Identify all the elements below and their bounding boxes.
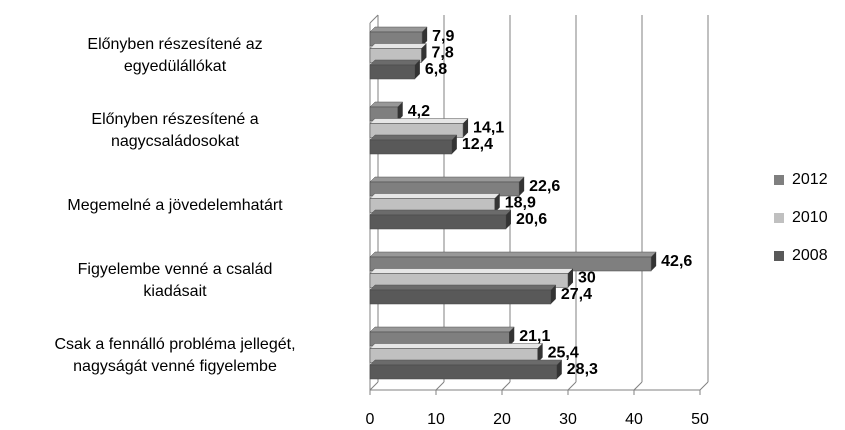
category-label: Csak a fennálló probléma jellegét, nagys… bbox=[54, 335, 296, 375]
bar-side bbox=[451, 135, 457, 154]
x-tick-label: 20 bbox=[493, 411, 511, 428]
bar-top bbox=[369, 209, 512, 216]
grid-line bbox=[369, 381, 379, 391]
bar-side bbox=[556, 360, 562, 379]
bar-top bbox=[369, 268, 574, 274]
bar-top bbox=[369, 101, 404, 108]
value-label: 28,3 bbox=[567, 361, 598, 378]
bar bbox=[369, 214, 507, 230]
value-label: 21,1 bbox=[519, 328, 550, 345]
bar-side bbox=[397, 102, 403, 121]
category-label: Előnyben részesítené az egyedülállókat bbox=[87, 35, 263, 75]
bar-top bbox=[369, 176, 525, 183]
x-tick-label: 10 bbox=[427, 411, 445, 428]
bar bbox=[369, 364, 558, 380]
bar-side bbox=[463, 118, 469, 138]
bar-side bbox=[651, 252, 657, 271]
bar-side bbox=[550, 285, 556, 304]
bar-top bbox=[369, 59, 421, 66]
bar-top bbox=[369, 118, 469, 124]
bar-top bbox=[369, 193, 501, 199]
bar-top bbox=[369, 43, 428, 49]
axis-line bbox=[369, 14, 379, 24]
value-label: 14,1 bbox=[473, 120, 504, 137]
value-label: 6,8 bbox=[425, 61, 447, 78]
value-label: 22,6 bbox=[529, 178, 560, 195]
bar-side bbox=[494, 193, 500, 213]
bar-side bbox=[414, 60, 420, 79]
grid-line bbox=[567, 381, 577, 391]
grid-line bbox=[633, 381, 643, 391]
bar-side bbox=[537, 343, 543, 363]
grid-line bbox=[435, 381, 445, 391]
x-tick-label: 0 bbox=[366, 411, 375, 428]
category-label: Előnyben részesítené a nagycsaládosokat bbox=[91, 110, 259, 150]
grid-line bbox=[501, 381, 511, 391]
bar-side bbox=[505, 210, 511, 229]
legend-swatch bbox=[774, 213, 784, 223]
legend-label: 2010 bbox=[792, 209, 828, 226]
value-label: 20,6 bbox=[516, 211, 547, 228]
bar-side bbox=[421, 43, 427, 63]
x-tick-label: 50 bbox=[691, 411, 709, 428]
value-label: 27,4 bbox=[561, 286, 592, 303]
category-label: Megemelné a jövedelemhatárt bbox=[67, 196, 283, 214]
value-label: 4,2 bbox=[408, 103, 430, 120]
value-label: 18,9 bbox=[505, 195, 536, 212]
bar bbox=[369, 139, 453, 155]
bar-side bbox=[568, 268, 573, 288]
value-label: 30 bbox=[578, 270, 596, 287]
value-label: 12,4 bbox=[462, 136, 493, 153]
bar-side bbox=[519, 177, 525, 196]
bar-top bbox=[369, 251, 657, 258]
bar bbox=[369, 289, 552, 305]
bar bbox=[369, 64, 416, 80]
value-label: 25,4 bbox=[548, 345, 579, 362]
bar-top bbox=[369, 326, 515, 333]
bar-side bbox=[509, 327, 515, 346]
value-label: 7,8 bbox=[431, 45, 453, 62]
bar-top bbox=[369, 134, 458, 141]
category-label: Figyelembe venné a család kiadásait bbox=[77, 260, 273, 300]
grid-line bbox=[699, 381, 709, 391]
legend-label: 2012 bbox=[792, 171, 828, 188]
x-tick-label: 30 bbox=[559, 411, 577, 428]
legend-swatch bbox=[774, 251, 784, 261]
bar-top bbox=[369, 26, 428, 33]
value-label: 7,9 bbox=[432, 28, 454, 45]
bar-top bbox=[369, 284, 557, 291]
x-tick-label: 40 bbox=[625, 411, 643, 428]
legend-swatch bbox=[774, 175, 784, 185]
bar-top bbox=[369, 343, 544, 349]
bar-side bbox=[422, 27, 428, 46]
legend-label: 2008 bbox=[792, 247, 828, 264]
bar-top bbox=[369, 359, 563, 366]
value-label: 42,6 bbox=[661, 253, 692, 270]
